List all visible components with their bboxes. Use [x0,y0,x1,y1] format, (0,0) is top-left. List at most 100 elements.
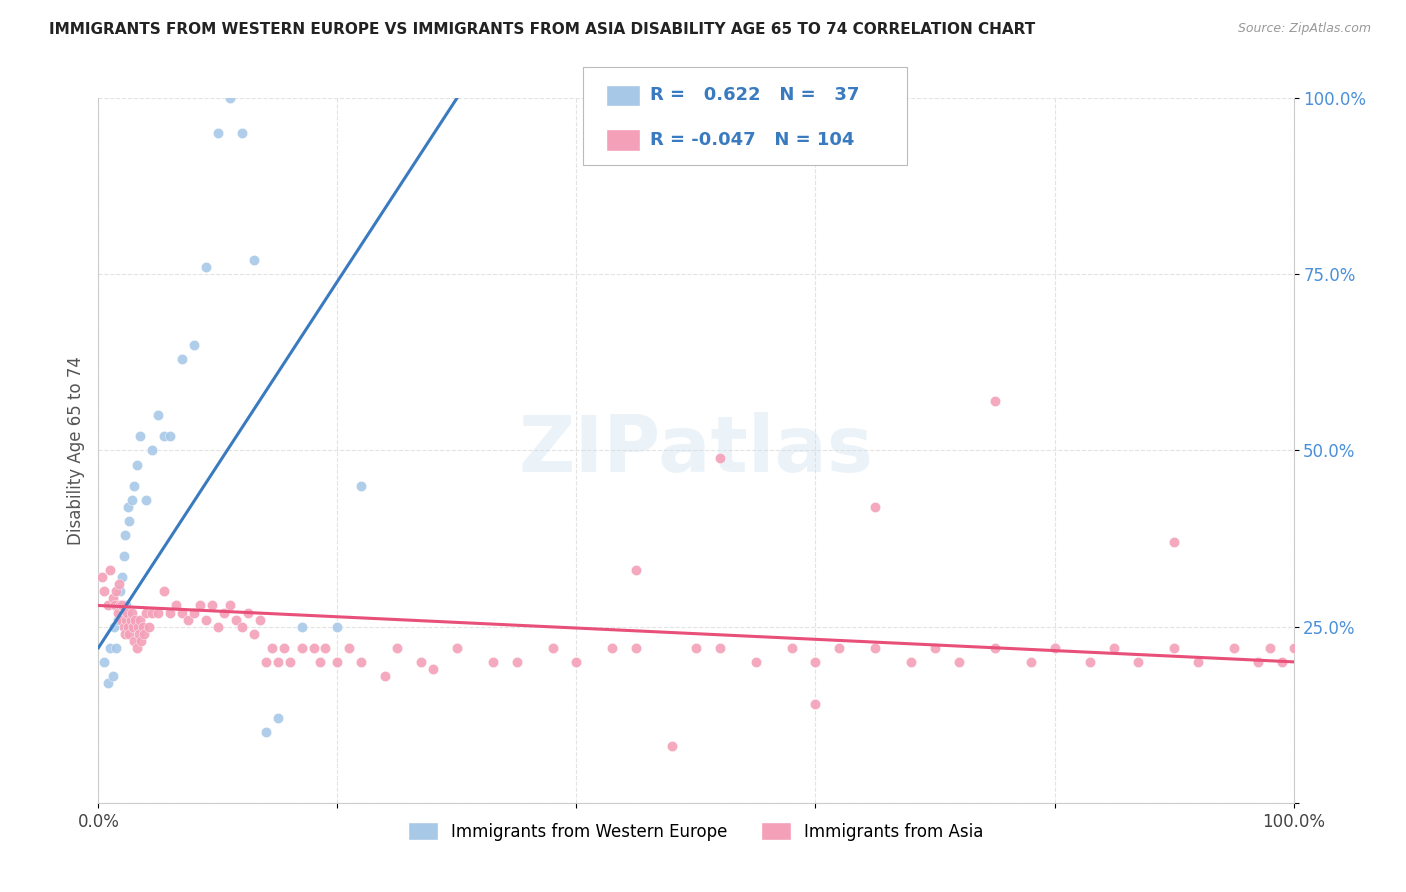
Point [115,606,138,620]
Point [195,613,218,627]
Point [129,613,152,627]
Point [212,606,235,620]
Point [183,337,205,351]
Point [804,655,827,669]
Point [153,584,176,599]
Point [131,619,153,633]
Point [141,606,163,620]
Point [924,640,946,655]
Point [131,633,153,648]
Point [93,655,115,669]
Point [1271,655,1294,669]
Point [326,655,349,669]
Point [103,619,125,633]
Text: R = -0.047   N = 104: R = -0.047 N = 104 [650,131,853,149]
Point [302,640,325,655]
Point [350,655,373,669]
Text: Source: ZipAtlas.com: Source: ZipAtlas.com [1237,22,1371,36]
Point [225,613,247,627]
Point [120,613,142,627]
Point [125,458,148,472]
Point [98,640,122,655]
Point [626,563,648,577]
Point [1080,655,1102,669]
Point [159,429,181,443]
Point [91,570,114,584]
Point [105,584,128,599]
Point [291,640,314,655]
Point [112,549,135,564]
Point [141,443,163,458]
Point [506,655,529,669]
Point [685,640,707,655]
Point [121,606,143,620]
Point [124,633,146,648]
Point [97,676,120,690]
Point [231,619,253,633]
Point [243,253,266,268]
Point [308,655,330,669]
Point [128,626,150,640]
Point [1019,655,1042,669]
Point [112,619,135,633]
Point [219,91,242,105]
Text: ZIPatlas: ZIPatlas [519,412,873,489]
Point [135,492,157,507]
Point [385,640,409,655]
Point [110,613,132,627]
Point [780,640,803,655]
Point [107,606,129,620]
Point [541,640,564,655]
Point [984,640,1007,655]
Point [626,640,648,655]
Point [110,606,132,620]
Point [97,599,120,613]
Point [984,394,1007,409]
Point [101,669,124,683]
Point [115,613,138,627]
Point [260,640,283,655]
Point [153,429,176,443]
Point [111,570,134,584]
Point [865,640,887,655]
Point [165,599,187,613]
Text: R =   0.622   N =   37: R = 0.622 N = 37 [650,87,859,104]
Point [1163,640,1185,655]
Point [709,640,731,655]
Point [1187,655,1209,669]
Text: IMMIGRANTS FROM WESTERN EUROPE VS IMMIGRANTS FROM ASIA DISABILITY AGE 65 TO 74 C: IMMIGRANTS FROM WESTERN EUROPE VS IMMIGR… [49,22,1035,37]
Point [267,711,290,725]
Point [108,599,131,613]
Point [804,697,827,711]
Point [602,640,624,655]
Legend: Immigrants from Western Europe, Immigrants from Asia: Immigrants from Western Europe, Immigran… [402,816,990,847]
Point [121,492,143,507]
Point [207,126,229,140]
Point [117,500,139,514]
Point [107,577,129,591]
Point [188,599,211,613]
Point [172,606,194,620]
Point [482,655,505,669]
Point [201,599,224,613]
Point [865,500,887,514]
Point [828,640,851,655]
Point [254,655,277,669]
Point [948,655,970,669]
Point [138,619,160,633]
Point [243,626,266,640]
Point [315,640,337,655]
Point [111,599,134,613]
Point [135,606,157,620]
Point [177,613,200,627]
Point [900,655,922,669]
Point [254,725,277,739]
Point [249,613,271,627]
Point [127,619,149,633]
Point [101,591,124,606]
Point [98,563,122,577]
Point [745,655,768,669]
Point [207,619,229,633]
Point [148,408,170,422]
Point [273,640,295,655]
